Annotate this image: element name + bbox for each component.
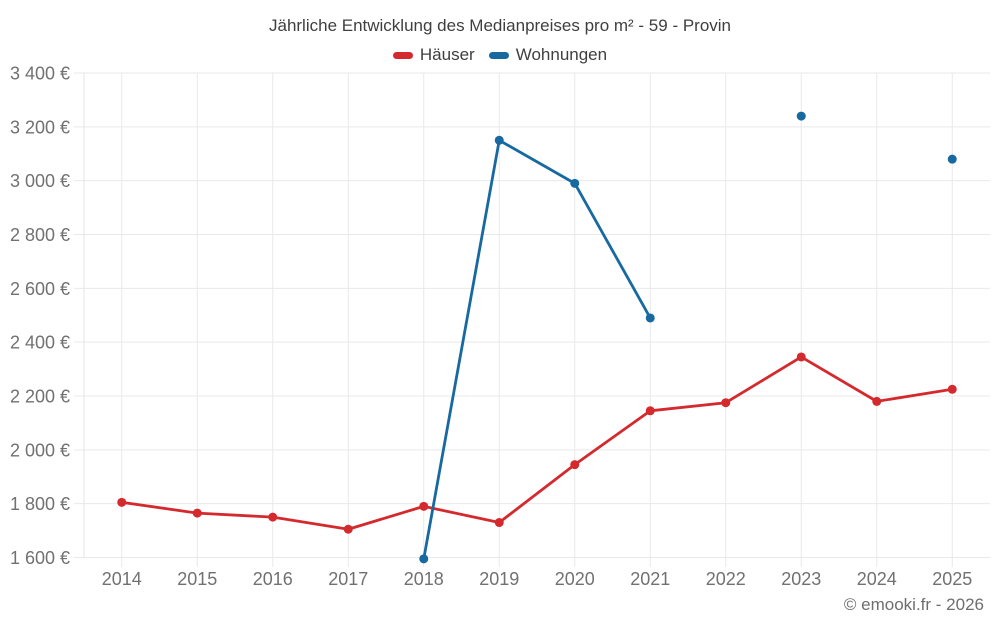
y-axis-tick-label: 3 400 € (10, 64, 70, 84)
y-axis-tick-label: 2 800 € (10, 225, 70, 245)
x-axis-tick-label: 2025 (932, 569, 972, 589)
x-axis-tick-label: 2015 (177, 569, 217, 589)
x-axis-tick-label: 2021 (630, 569, 670, 589)
series-line-hauser (120, 355, 954, 531)
legend-item-wohnungen[interactable]: Wohnungen (488, 45, 608, 65)
data-point-wohnungen-2023[interactable] (796, 111, 806, 121)
x-axis-tick-label: 2020 (555, 569, 595, 589)
data-point-hauser-2024[interactable] (872, 396, 882, 406)
series-line-wohnungen (422, 138, 652, 561)
y-axis-tick-label: 2 200 € (10, 387, 70, 407)
y-axis-tick-label: 3 200 € (10, 117, 70, 137)
x-axis-tick-label: 2014 (102, 569, 142, 589)
data-point-hauser-2025[interactable] (947, 384, 957, 394)
legend-label-hauser: Häuser (419, 45, 475, 64)
y-axis-tick-label: 2 400 € (10, 333, 70, 353)
data-point-hauser-2022[interactable] (721, 398, 731, 408)
x-axis-tick-label: 2024 (857, 569, 897, 589)
data-point-wohnungen-2018[interactable] (419, 554, 429, 564)
data-point-hauser-2015[interactable] (192, 508, 202, 518)
data-point-wohnungen-2020[interactable] (570, 178, 580, 188)
data-point-hauser-2019[interactable] (494, 518, 504, 528)
y-axis-tick-label: 1 800 € (10, 494, 70, 514)
data-point-wohnungen-2021[interactable] (645, 313, 655, 323)
legend-label-wohnungen: Wohnungen (515, 45, 608, 64)
data-point-hauser-2023[interactable] (796, 352, 806, 362)
y-axis-tick-label: 2 000 € (10, 440, 70, 460)
chart-title: Jährliche Entwicklung des Medianpreises … (268, 16, 732, 35)
y-axis-tick-label: 1 600 € (10, 548, 70, 568)
x-axis-tick-label: 2019 (479, 569, 519, 589)
legend-swatch-wohnungen (488, 51, 509, 59)
data-point-hauser-2014[interactable] (117, 497, 127, 507)
y-axis-tick-label: 2 600 € (10, 279, 70, 299)
data-point-hauser-2018[interactable] (419, 501, 429, 511)
legend: Häuser Wohnungen (0, 45, 1000, 65)
legend-item-hauser[interactable]: Häuser (392, 45, 475, 65)
data-point-hauser-2021[interactable] (645, 406, 655, 416)
y-axis-tick-label: 3 000 € (10, 171, 70, 191)
data-point-hauser-2016[interactable] (268, 512, 278, 522)
x-axis-tick-label: 2023 (781, 569, 821, 589)
x-axis-tick-label: 2016 (253, 569, 293, 589)
copyright-footer: © emooki.fr - 2026 (843, 595, 984, 614)
x-axis-tick-label: 2018 (404, 569, 444, 589)
legend-swatch-hauser (392, 51, 413, 59)
x-axis-tick-label: 2017 (328, 569, 368, 589)
data-point-hauser-2017[interactable] (343, 524, 353, 534)
data-point-hauser-2020[interactable] (570, 460, 580, 470)
data-point-wohnungen-2019[interactable] (494, 135, 504, 145)
x-axis-tick-label: 2022 (706, 569, 746, 589)
data-point-wohnungen-2025[interactable] (947, 154, 957, 164)
